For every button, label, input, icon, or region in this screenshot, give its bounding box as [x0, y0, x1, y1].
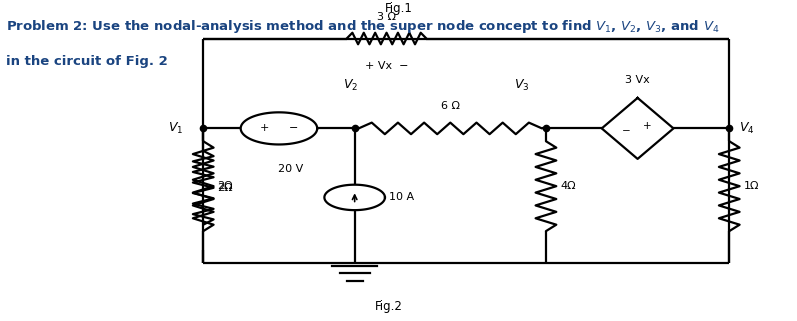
- Text: 6 Ω: 6 Ω: [441, 101, 460, 111]
- Text: 1Ω: 1Ω: [744, 181, 759, 191]
- Text: 3 Ω: 3 Ω: [377, 13, 396, 22]
- Text: −: −: [622, 126, 630, 136]
- Text: 3 Vx: 3 Vx: [625, 75, 650, 85]
- Text: 4Ω: 4Ω: [560, 181, 576, 191]
- Text: $\mathit{V}_2$: $\mathit{V}_2$: [343, 78, 359, 93]
- Text: + Vx  −: + Vx −: [365, 61, 408, 71]
- Text: +: +: [260, 123, 269, 134]
- Text: Problem 2: Use the nodal-analysis method and the super node concept to find $\it: Problem 2: Use the nodal-analysis method…: [6, 18, 720, 35]
- Text: $\mathit{V}_1$: $\mathit{V}_1$: [168, 121, 183, 136]
- Text: 10 A: 10 A: [389, 192, 414, 203]
- Text: −: −: [289, 123, 298, 134]
- Text: Fig.2: Fig.2: [375, 300, 402, 313]
- Text: 2Ω: 2Ω: [218, 183, 234, 193]
- Text: $\mathit{V}_4$: $\mathit{V}_4$: [739, 121, 754, 136]
- Text: +: +: [643, 121, 651, 131]
- Text: in the circuit of Fig. 2: in the circuit of Fig. 2: [6, 55, 168, 67]
- Text: Fig.1: Fig.1: [385, 2, 412, 14]
- Text: 20 V: 20 V: [278, 164, 304, 174]
- Text: $\mathit{V}_3$: $\mathit{V}_3$: [514, 78, 530, 93]
- Text: 2Ω: 2Ω: [218, 181, 234, 191]
